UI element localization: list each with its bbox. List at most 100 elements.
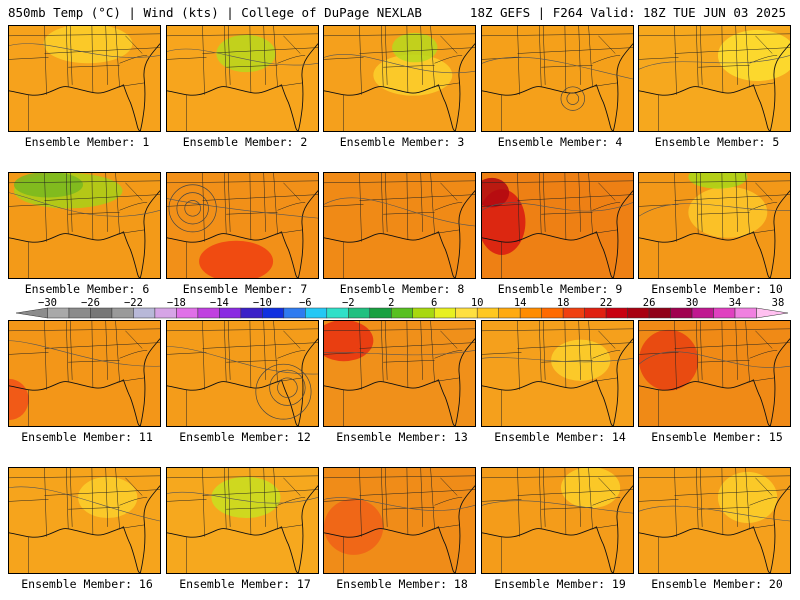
state-border xyxy=(434,497,463,506)
colorbar-swatch xyxy=(713,307,736,319)
state-border xyxy=(699,173,703,232)
height-contour xyxy=(639,505,790,522)
height-contour xyxy=(324,197,475,227)
state-border xyxy=(263,321,266,380)
state-border xyxy=(324,475,475,479)
colorbar-tick-label: 30 xyxy=(685,297,699,309)
state-border xyxy=(564,173,567,240)
temperature-map xyxy=(9,468,160,573)
state-border xyxy=(167,180,318,184)
state-border xyxy=(588,321,593,382)
state-border xyxy=(273,321,278,382)
state-border xyxy=(119,202,148,211)
colorbar-swatch xyxy=(154,307,177,319)
colorbar-tick-label: −30 xyxy=(38,297,57,309)
temperature-colorbar: −30 −26 −22 −18 −14 −10 −6 −2 2 6 10 14 18 22 26 30 34 38… xyxy=(15,297,789,321)
cold-temperature-area xyxy=(688,173,748,189)
colorbar-swatch xyxy=(68,307,91,319)
height-contour xyxy=(482,357,633,363)
state-border xyxy=(517,468,520,537)
colorbar-swatch xyxy=(541,307,564,319)
state-border xyxy=(639,499,679,502)
state-border xyxy=(430,26,435,87)
colorbar-tick-label: −22 xyxy=(123,297,143,309)
state-border xyxy=(588,173,593,234)
state-border xyxy=(65,26,69,87)
state-border xyxy=(639,352,679,355)
colorbar-swatch xyxy=(455,307,478,319)
state-border xyxy=(747,82,775,88)
colorbar-swatch xyxy=(670,307,693,319)
ensemble-member-panel xyxy=(8,467,161,574)
colorbar-tick-label: 22 xyxy=(599,297,613,309)
ensemble-member-label: Ensemble Member: 2 xyxy=(182,135,308,149)
colorbar-swatch xyxy=(47,307,70,319)
state-border xyxy=(202,173,205,242)
state-border xyxy=(249,26,252,93)
state-border xyxy=(125,477,143,496)
state-border xyxy=(202,468,205,537)
state-border xyxy=(9,33,160,37)
temperature-map xyxy=(167,468,318,573)
state-border xyxy=(749,350,778,359)
colorbar-swatch xyxy=(691,307,714,319)
state-border xyxy=(324,57,364,60)
state-border xyxy=(440,477,458,496)
state-border xyxy=(590,377,618,383)
state-border xyxy=(639,57,679,60)
colorbar-tick-label: 2 xyxy=(388,297,395,309)
state-border xyxy=(324,204,364,207)
state-border xyxy=(125,182,143,201)
colorbar-swatch xyxy=(133,307,156,319)
hot-temperature-area xyxy=(639,329,699,391)
state-border xyxy=(590,82,618,88)
coastline xyxy=(482,485,633,573)
coastline xyxy=(482,190,633,278)
state-border xyxy=(590,524,618,530)
ensemble-member-panel xyxy=(638,25,791,132)
state-border xyxy=(721,468,724,535)
state-border xyxy=(721,321,724,388)
colorbar-swatch xyxy=(412,307,435,319)
ensemble-member-label: Ensemble Member: 3 xyxy=(339,135,465,149)
height-contour xyxy=(9,192,160,217)
state-border xyxy=(434,350,463,359)
state-border xyxy=(44,173,47,242)
colorbar-swatch xyxy=(262,307,285,319)
state-border xyxy=(359,173,362,242)
state-border xyxy=(119,497,148,506)
state-border xyxy=(699,468,703,527)
temperature-map xyxy=(324,321,475,426)
state-border xyxy=(482,352,522,355)
state-border xyxy=(674,489,790,496)
coastline xyxy=(639,190,790,278)
state-border xyxy=(380,468,384,529)
state-border xyxy=(167,499,207,502)
state-border xyxy=(227,321,231,380)
state-border xyxy=(695,173,699,234)
state-border xyxy=(674,173,677,242)
colorbar-tick-label: 14 xyxy=(513,297,527,309)
colorbar-swatch xyxy=(15,307,48,319)
state-border xyxy=(482,33,633,37)
state-border xyxy=(324,180,475,184)
ensemble-member-label: Ensemble Member: 19 xyxy=(494,577,626,591)
ensemble-member-label: Ensemble Member: 8 xyxy=(339,282,465,296)
state-border xyxy=(105,321,108,380)
coastline xyxy=(167,485,318,573)
state-border xyxy=(432,524,460,530)
state-border xyxy=(542,26,546,85)
state-border xyxy=(117,524,145,530)
state-border xyxy=(598,330,616,349)
state-border xyxy=(9,180,160,184)
state-border xyxy=(91,173,94,240)
state-border xyxy=(359,342,475,349)
ensemble-member-panel xyxy=(638,467,791,574)
ensemble-member-panel xyxy=(323,467,476,574)
state-border xyxy=(639,328,790,332)
temperature-field xyxy=(482,26,633,131)
state-border xyxy=(9,499,49,502)
state-border xyxy=(359,47,475,54)
state-border xyxy=(65,468,69,529)
ensemble-member-panel xyxy=(638,320,791,427)
